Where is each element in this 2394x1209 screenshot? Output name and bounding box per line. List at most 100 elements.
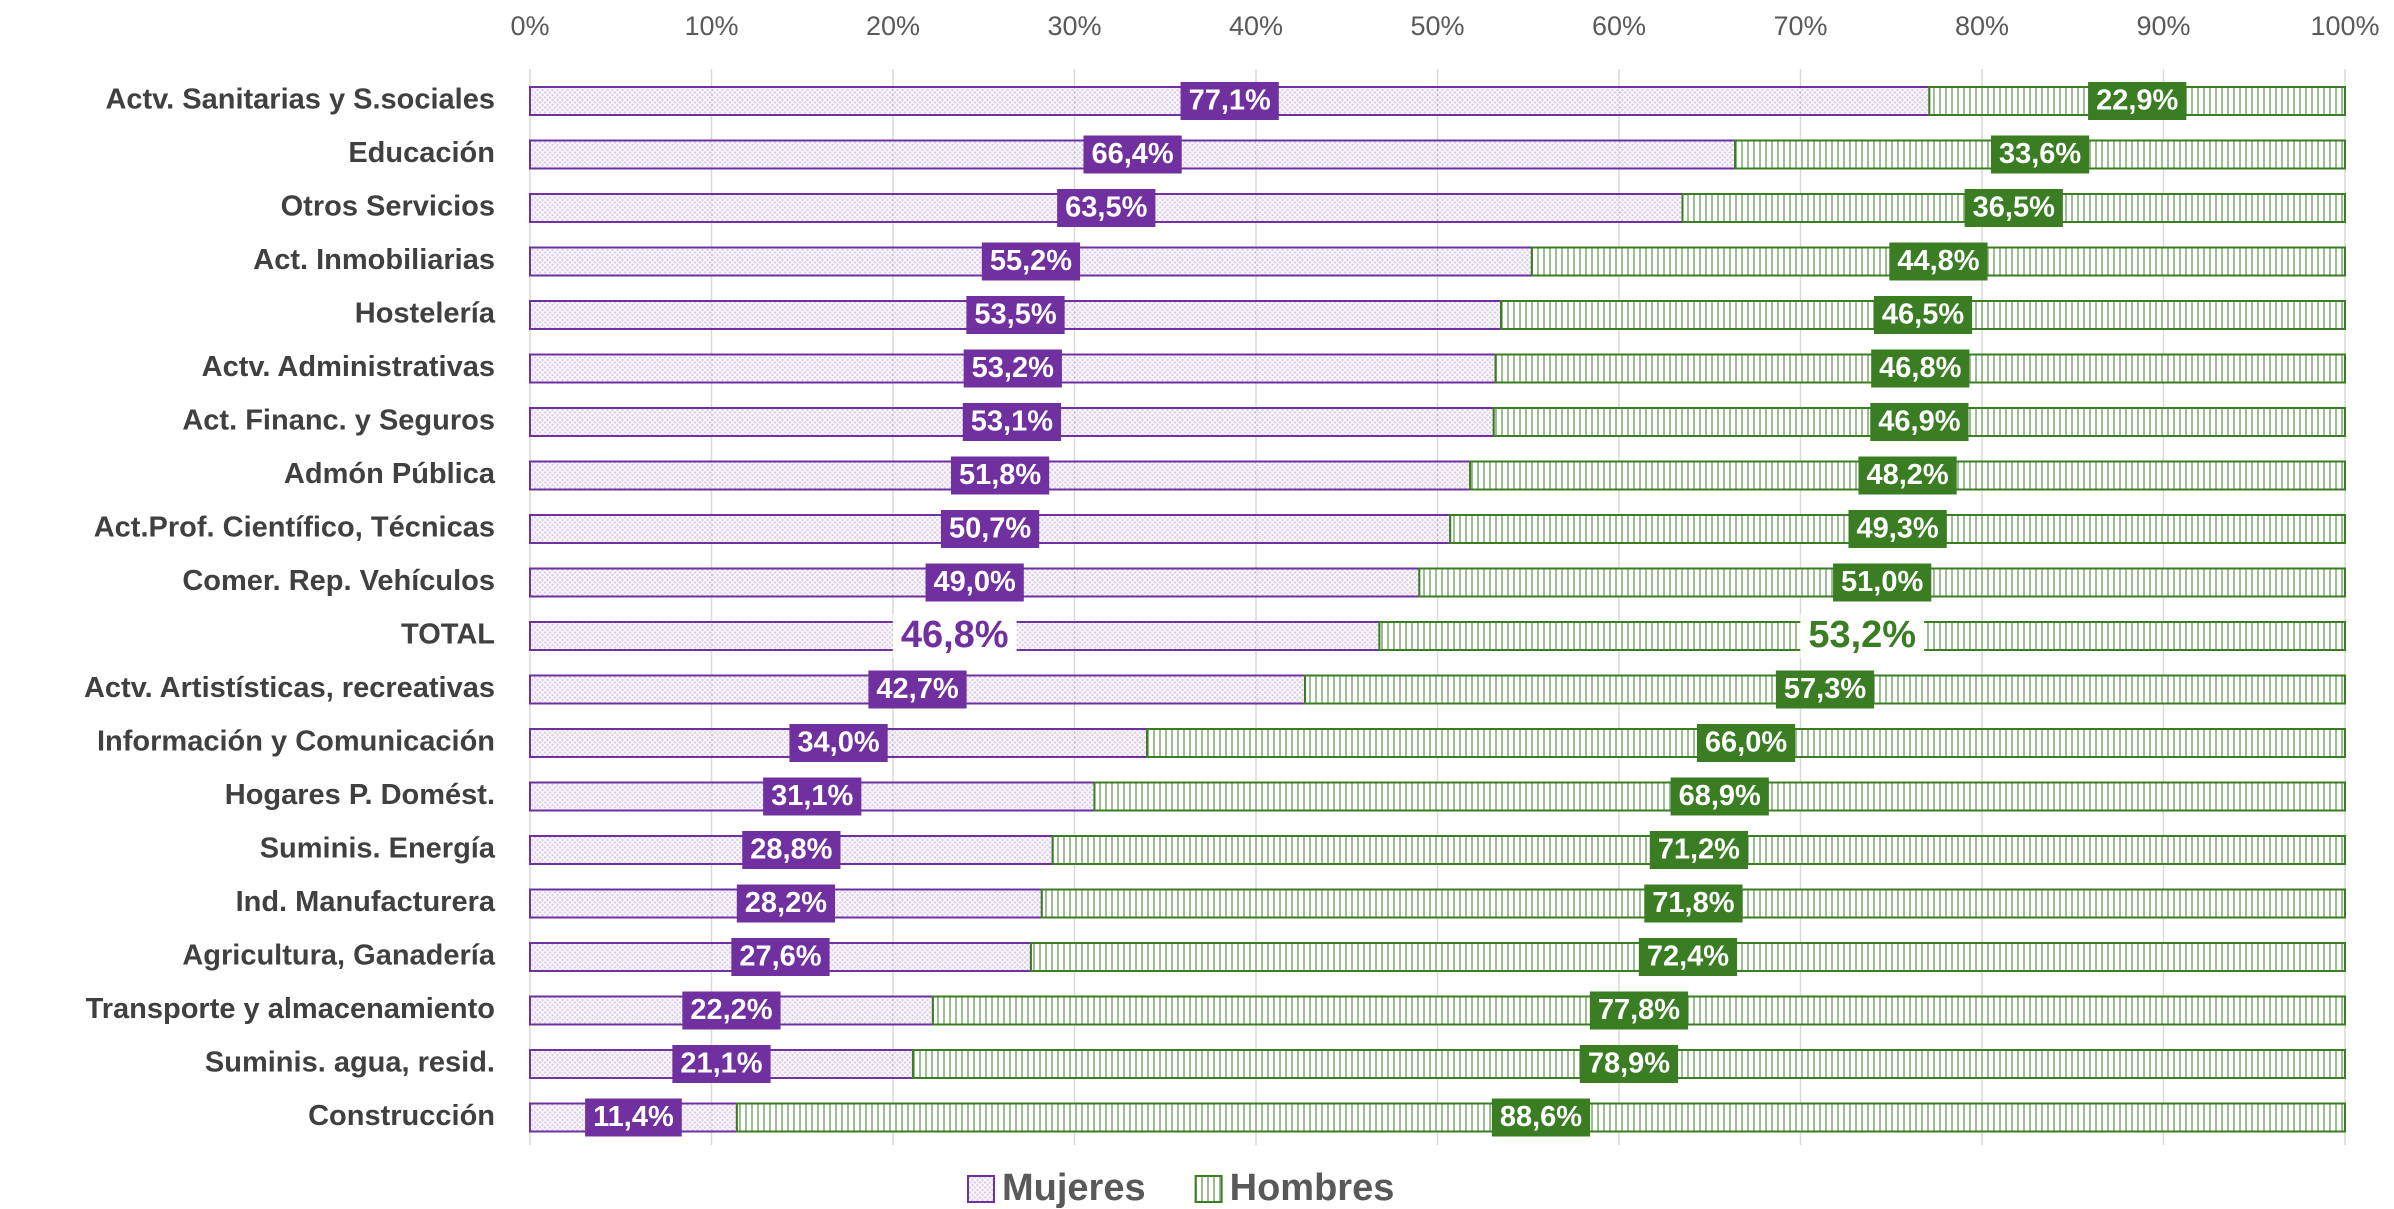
value-label-box	[1057, 189, 1156, 227]
value-label: 44,8%	[1897, 245, 1979, 277]
value-label: 71,2%	[1658, 834, 1740, 866]
category-label: Act. Financ. y Seguros	[182, 405, 495, 437]
value-label: 28,2%	[745, 887, 827, 919]
value-label: 36,5%	[1973, 192, 2055, 224]
value-label: 49,0%	[934, 566, 1016, 598]
category-label: Construcción	[308, 1100, 495, 1132]
value-label: 49,3%	[1856, 513, 1938, 545]
x-tick-label: 70%	[1773, 11, 1827, 41]
value-label: 22,2%	[690, 994, 772, 1026]
category-label: Admón Pública	[284, 458, 496, 490]
x-tick-label: 60%	[1592, 11, 1646, 41]
category-label: Actv. Sanitarias y S.sociales	[105, 84, 495, 116]
value-label-box	[736, 884, 836, 923]
value-label-box	[1833, 563, 1932, 602]
category-label: Información y Comunicación	[97, 726, 495, 758]
value-label-box	[1964, 189, 2063, 227]
value-label-box	[966, 296, 1065, 334]
value-label-box	[940, 510, 1040, 548]
category-label: Suminis. agua, resid.	[205, 1047, 495, 1079]
value-label: 66,4%	[1091, 138, 1173, 170]
value-label-box	[1800, 614, 1925, 658]
value-label: 68,9%	[1679, 780, 1761, 812]
x-tick-label: 10%	[684, 11, 738, 41]
value-label-box	[1670, 777, 1769, 816]
x-tick-label: 30%	[1047, 11, 1101, 41]
category-label: Hostelería	[355, 298, 496, 330]
value-label: 46,5%	[1882, 299, 1964, 331]
legend-label: Hombres	[1230, 1167, 1395, 1209]
x-tick-label: 80%	[1955, 11, 2009, 41]
value-label-box	[1083, 135, 1182, 174]
value-label: 78,9%	[1588, 1048, 1670, 1080]
value-label: 21,1%	[680, 1048, 762, 1080]
category-label: Suminis. Energía	[260, 833, 496, 865]
value-label: 28,8%	[750, 834, 832, 866]
value-label-box	[731, 938, 830, 976]
category-label: Actv. Artistísticas, recreativas	[84, 672, 495, 704]
value-label-box	[1696, 724, 1796, 762]
value-label: 51,0%	[1841, 566, 1923, 598]
legend-label: Mujeres	[1002, 1167, 1146, 1209]
value-label-box	[962, 403, 1061, 441]
value-label-box	[892, 614, 1017, 658]
category-label: Otros Servicios	[281, 191, 495, 223]
x-tick-label: 100%	[2310, 11, 2379, 41]
category-label: Transporte y almacenamiento	[86, 993, 495, 1025]
x-tick-label: 40%	[1229, 11, 1283, 41]
legend-swatch	[1194, 1175, 1223, 1203]
value-label: 11,4%	[593, 1101, 674, 1133]
value-label-box	[763, 777, 862, 816]
category-label: Comer. Rep. Vehículos	[182, 565, 495, 597]
value-label: 48,2%	[1866, 459, 1948, 491]
category-label: Agricultura, Ganadería	[182, 940, 496, 972]
value-label: 27,6%	[739, 941, 821, 973]
value-label-box	[925, 563, 1024, 602]
x-tick-label: 20%	[866, 11, 920, 41]
value-label: 53,2%	[1808, 614, 1916, 656]
value-label: 46,8%	[901, 614, 1009, 656]
value-label-box	[963, 349, 1062, 388]
value-label-box	[981, 242, 1081, 281]
value-label-box	[1579, 1045, 1679, 1083]
value-label-box	[1649, 831, 1748, 869]
category-label: Hogares P. Domést.	[225, 779, 495, 811]
value-label: 77,1%	[1189, 85, 1271, 117]
value-label: 33,6%	[1999, 138, 2081, 170]
value-label: 46,8%	[1879, 352, 1961, 384]
value-label-box	[585, 1098, 682, 1137]
value-label: 55,2%	[990, 245, 1072, 277]
category-label: Act. Inmobiliarias	[253, 244, 495, 276]
category-label: TOTAL	[401, 619, 495, 651]
value-label-box	[1775, 670, 1875, 709]
value-label-box	[742, 831, 841, 869]
value-label-box	[789, 724, 888, 762]
category-label: Actv. Administrativas	[202, 351, 495, 383]
value-label: 77,8%	[1598, 994, 1680, 1026]
value-label-box	[2088, 82, 2187, 120]
x-tick-label: 90%	[2136, 11, 2190, 41]
value-label: 53,2%	[972, 352, 1054, 384]
value-label: 72,4%	[1647, 941, 1729, 973]
x-tick-label: 50%	[1410, 11, 1464, 41]
value-label-box	[1491, 1098, 1591, 1137]
value-label: 46,9%	[1878, 406, 1960, 438]
value-label-box	[1870, 403, 1969, 441]
value-label: 53,5%	[974, 299, 1056, 331]
value-label-box	[1990, 135, 2090, 174]
category-label: Act.Prof. Científico, Técnicas	[94, 512, 495, 544]
value-label-box	[1889, 242, 1988, 281]
value-label: 50,7%	[949, 513, 1031, 545]
value-label-box	[1848, 510, 1947, 548]
value-label-box	[1871, 349, 1970, 388]
value-label: 42,7%	[876, 673, 958, 705]
value-label: 63,5%	[1065, 192, 1147, 224]
legend-swatch	[967, 1175, 995, 1203]
x-tick-label: 0%	[510, 11, 549, 41]
value-label-box	[950, 456, 1050, 495]
value-label-box	[1858, 456, 1957, 495]
value-label: 31,1%	[771, 780, 853, 812]
value-label-box	[1644, 884, 1743, 923]
value-label-box	[1180, 82, 1279, 120]
